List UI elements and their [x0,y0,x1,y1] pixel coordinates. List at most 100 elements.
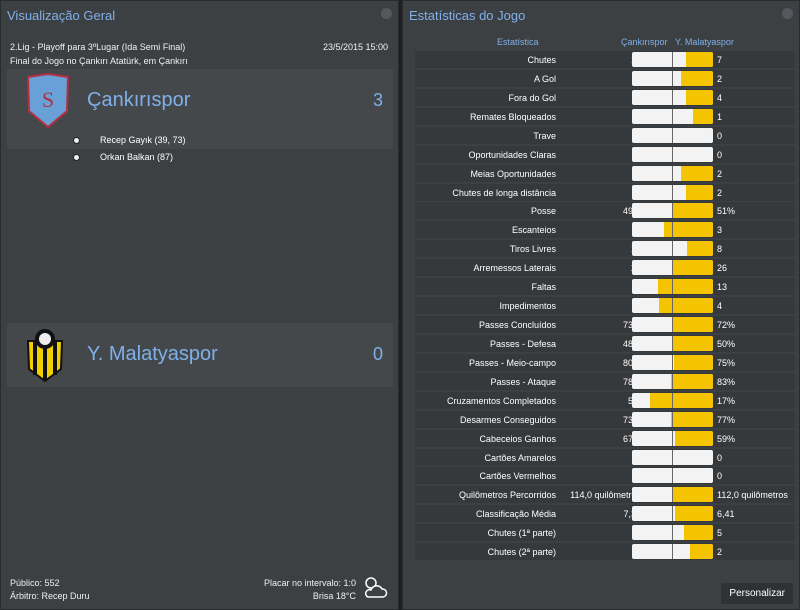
stat-bar [632,411,713,427]
stat-row: Escanteios 2 3 [415,221,795,239]
stats-title: Estatísticas do Jogo [409,8,526,23]
stat-bar-midline [672,354,673,370]
stat-bar-midline [672,449,673,465]
stat-bar-away-fill [673,354,713,370]
customize-button[interactable]: Personalizar [721,583,793,604]
match-datetime: 23/5/2015 15:00 [322,42,388,52]
stat-bar-away-fill [689,544,713,560]
home-score: 3 [372,90,383,110]
stat-away-value: 2 [717,73,723,84]
stat-row: Desarmes Conseguidos 73% 77% [415,410,795,428]
stat-bar [632,335,713,351]
stat-away-value: 13 [717,282,728,293]
stat-bar [632,146,713,162]
stat-bar [632,468,713,484]
stat-away-value: 4 [717,301,723,312]
stat-bar-away-fill [675,506,713,522]
stat-bar-away-fill [671,260,713,276]
stat-bar-midline [672,222,673,238]
stat-bar [632,373,713,389]
stat-bar [632,449,713,465]
stat-bar-midline [672,317,673,333]
col-home-header[interactable]: Çankırıspor [621,37,668,47]
stat-bar [632,222,713,238]
panel-menu-icon[interactable] [782,8,793,19]
stat-bar-midline [672,52,673,67]
referee: Árbitro: Recep Duru [10,591,90,601]
stat-bar-midline [672,506,673,522]
stat-row: Cruzamentos Completados 5% 17% [415,391,795,409]
stat-bar-midline [672,165,673,181]
stat-bar [632,279,713,295]
stat-bar [632,89,713,105]
stat-bar [632,184,713,200]
stat-label: Oportunidades Claras [468,149,556,160]
stat-row: Impedimentos 2 4 [415,297,795,315]
stat-bar-midline [672,89,673,105]
stat-away-value: 6,41 [717,509,735,520]
stat-row: Cabeceios Ganhos 67% 59% [415,429,795,447]
stat-bar-away-fill [686,89,713,105]
stat-label: Cartões Vermelhos [479,471,556,482]
away-team-name[interactable]: Y. Malatyaspor [87,343,218,365]
overview-title: Visualização Geral [7,8,116,23]
stat-away-value: 77% [717,414,736,425]
stat-bar-away-fill [686,52,713,67]
stat-label: Meias Oportunidades [470,168,556,179]
stat-bar-away-fill [672,487,713,503]
stat-bar [632,203,713,219]
stat-bar [632,241,713,257]
stat-bar-midline [672,127,673,143]
stat-label: Chutes [527,55,556,65]
stat-row: Posse 49% 51% [415,202,795,220]
col-away-header[interactable]: Y. Malatyaspor [675,37,734,47]
stat-away-value: 59% [717,433,736,444]
stat-row: Trave 2 0 [415,126,795,144]
stat-row: Classificação Média 7,31 6,41 [415,505,795,523]
stat-bar-away-fill [680,70,713,86]
stat-away-value: 7 [717,55,723,65]
stat-away-value: 4 [717,92,723,103]
panel-menu-icon[interactable] [381,8,392,19]
stat-bar-away-fill [671,411,713,427]
stat-row: A Gol 3 2 [415,69,795,87]
stat-row: Passes - Meio-campo 80% 75% [415,353,795,371]
stat-bar-away-fill [672,317,713,333]
stat-away-value: 1 [717,111,723,122]
stat-away-value: 2 [717,187,723,198]
stat-bar-away-fill [687,241,713,257]
stat-label: Passes - Meio-campo [468,357,556,368]
stat-bar [632,487,713,503]
stat-label: Arremessos Laterais [473,263,556,274]
stat-bar [632,298,713,314]
ball-icon [73,136,80,144]
stat-bar-away-fill [686,184,713,200]
halftime-score: Placar no intervalo: 1:0 [263,578,356,588]
stat-label: Fora do Gol [508,92,556,103]
stat-away-value: 51% [717,206,736,217]
stat-label: Passes - Defesa [489,338,556,349]
stat-away-value: 3 [717,225,723,236]
col-stat-header[interactable]: Estatística [497,37,539,47]
home-team-name[interactable]: Çankırıspor [87,89,191,111]
stat-bar-midline [672,184,673,200]
stat-bar-midline [672,203,673,219]
stat-bar-away-fill [657,279,713,295]
stat-away-value: 5 [717,528,723,539]
stat-row: Oportunidades Claras 2 0 [415,145,795,163]
stat-bar [632,544,713,560]
stat-bar-away-fill [680,165,713,181]
stat-away-value: 2 [717,547,723,558]
stat-away-value: 83% [717,376,736,387]
stat-label: Remates Bloqueados [469,111,556,122]
away-team-card: Y. Malatyaspor 0 [7,323,393,387]
stat-bar-midline [672,335,673,351]
stat-bar-midline [672,279,673,295]
stat-label: Faltas [531,282,556,293]
stat-bar-away-fill [650,392,713,408]
stats-panel: Estatísticas do Jogo Estatística Çankırı… [402,0,800,610]
stat-row: Chutes (2ª parte) 5 2 [415,543,795,561]
stat-row: Passes - Ataque 78% 83% [415,372,795,390]
stat-away-value: 75% [717,357,736,368]
stat-label: Cabeceios Ganhos [479,433,556,444]
